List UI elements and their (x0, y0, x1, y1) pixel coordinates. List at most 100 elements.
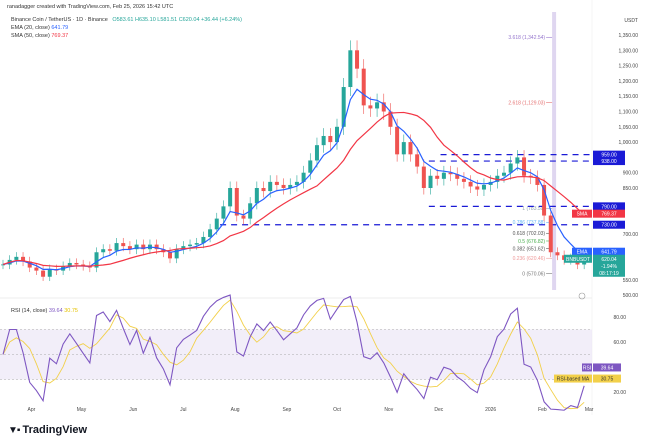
time-axis-tick: Apr (27, 407, 35, 413)
time-axis-tick: Dec (434, 407, 443, 413)
candle-body (348, 50, 353, 88)
candle-body (188, 244, 193, 247)
rsi-legend-value: 39.64 (48, 308, 63, 314)
rsi-legend[interactable]: RSI (14, close) 39.64 30.75 (11, 308, 78, 314)
sma-legend-value: 769.37 (51, 33, 69, 39)
candle-body (468, 181, 473, 187)
time-axis-tick: May (77, 407, 87, 413)
alert-marker-icon (578, 292, 586, 300)
level-price-label: 959.00 (601, 153, 617, 159)
ema-tag: EMA (577, 250, 589, 256)
fib-level-label: 0.618 (702.03) (513, 231, 546, 237)
candle-body (522, 157, 527, 176)
ema-legend[interactable]: EMA (20, close) 641.79 (11, 25, 68, 31)
price-axis-currency: USDT (624, 18, 638, 24)
candle-body (355, 50, 360, 69)
candle-body (421, 166, 426, 188)
time-axis-tick: Feb (538, 407, 547, 413)
symbol-tag: BNBUSDT (566, 257, 590, 263)
candle-body (395, 126, 400, 155)
candle-body (361, 68, 366, 106)
rsi-axis-tick: 60.00 (613, 340, 626, 346)
price-axis-tick: 1,050.00 (619, 125, 639, 131)
candle-body (127, 246, 132, 250)
candle-body (67, 262, 72, 267)
ema-legend-label: EMA (20, close) (11, 25, 50, 31)
candle-body (174, 249, 179, 259)
candle-body (515, 157, 520, 164)
ema-line (2, 88, 585, 271)
price-axis-tick: 550.00 (623, 278, 639, 284)
price-axis-tick: 1,150.00 (619, 94, 639, 100)
fib-level-label: 0.236 (620.46) (513, 256, 546, 262)
candle-body (274, 181, 279, 185)
price-axis-tick: 700.00 (623, 232, 639, 238)
candle-body (134, 244, 139, 250)
ema-price-label: 641.79 (601, 250, 617, 256)
candle-body (1, 264, 5, 266)
candle-body (201, 236, 206, 244)
sma-legend[interactable]: SMA (50, close) 769.37 (11, 33, 68, 39)
price-axis-tick: 1,000.00 (619, 140, 639, 146)
symbol-tag-bg (564, 254, 592, 263)
time-axis-tick: Jun (129, 407, 137, 413)
candle-body (214, 218, 219, 230)
candle-body (21, 256, 26, 262)
tradingview-logo-icon: ▼▪ (8, 425, 20, 436)
fib-extension-bar (552, 12, 557, 290)
symbol-title: Binance Coin / TetherUS · 1D · Binance (11, 17, 108, 23)
candle-body (401, 142, 406, 155)
rsi-ma-value-bg (593, 374, 621, 383)
level-price-label: 730.00 (601, 223, 617, 229)
rsi-legend-label: RSI (14, close) (11, 308, 48, 314)
sma-legend-label: SMA (50, close) (11, 33, 50, 39)
fib-level-label: 3.618 (1,342.54) (508, 35, 545, 41)
credit-line: ranadagger created with TradingView.com,… (7, 4, 174, 10)
candle-body (168, 252, 172, 259)
last-price-box (593, 254, 625, 277)
time-axis-tick: Sep (282, 407, 291, 413)
time-axis-tick: Nov (384, 407, 393, 413)
candle-body (535, 177, 540, 185)
sma-price-label-bg (593, 209, 625, 218)
ema-price-label-bg (593, 247, 625, 256)
candle-body (481, 184, 486, 190)
candle-body (542, 184, 547, 216)
price-change-label: -1.94% (601, 264, 617, 270)
candle-body (288, 184, 293, 188)
time-axis-tick: 2026 (485, 407, 496, 413)
fib-level-label: 0.382 (651.62) (513, 247, 546, 253)
candle-body (441, 172, 446, 179)
candle-body (321, 135, 326, 146)
level-price-tag (593, 202, 625, 211)
candle-body (388, 111, 393, 127)
rsi-ma-tag: RSI-based MA (557, 377, 590, 383)
last-price-label: 620.04 (601, 257, 617, 263)
candle-body (328, 135, 333, 143)
candle-body (241, 215, 246, 219)
candle-body (428, 175, 433, 188)
ema-tag-bg (572, 247, 592, 256)
candle-body (508, 163, 513, 173)
ema-legend-value: 641.79 (51, 25, 69, 31)
candle-body (74, 262, 79, 265)
rsi-ma-tag-bg (554, 374, 592, 383)
rsi-line (2, 294, 585, 411)
candle-body (221, 206, 226, 219)
price-axis-tick: 1,250.00 (619, 64, 639, 70)
level-price-label: 938.00 (601, 159, 617, 165)
sma-line (2, 111, 585, 267)
candle-body (548, 215, 553, 253)
candle-body (41, 270, 46, 277)
rsi-axis-tick: 20.00 (613, 390, 626, 396)
rsi-tag-bg (582, 363, 592, 372)
price-axis-tick: 850.00 (623, 186, 639, 192)
fib-level-label: 0.5 (676.82) (518, 239, 545, 245)
tradingview-logo: ▼▪ TradingView (8, 424, 87, 436)
tradingview-logo-text: TradingView (22, 424, 88, 436)
fib-level-label: 2.618 (1,129.03) (508, 100, 545, 106)
price-axis-tick: 1,100.00 (619, 110, 639, 116)
candle-body (14, 256, 19, 260)
fib-level-label: 0.786 (737.88) (513, 220, 546, 226)
